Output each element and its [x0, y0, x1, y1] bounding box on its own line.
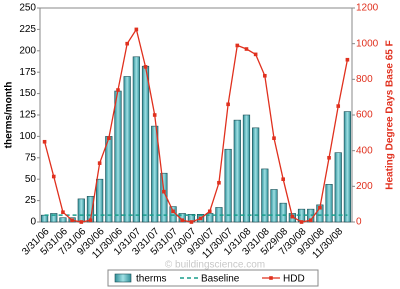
- hdd-line: [43, 27, 349, 223]
- bar: [141, 65, 150, 223]
- y-tick-label: 225: [19, 24, 36, 35]
- y-tick-label: 150: [19, 88, 36, 99]
- y2-tick-label: 1200: [356, 3, 379, 14]
- hdd-marker: [281, 177, 285, 181]
- bar: [325, 184, 333, 223]
- hdd-marker: [263, 73, 267, 78]
- hdd-marker: [51, 174, 56, 179]
- bar: [261, 168, 269, 223]
- bar: [233, 119, 241, 223]
- hdd-marker: [189, 220, 194, 224]
- hdd-marker: [217, 180, 221, 185]
- bar: [105, 136, 113, 223]
- legend-label: HDD: [283, 274, 305, 285]
- legend-label: Baseline: [201, 274, 240, 285]
- hdd-marker: [308, 218, 313, 223]
- hdd-marker: [207, 209, 212, 214]
- bar: [132, 56, 140, 223]
- hdd-marker: [134, 27, 139, 32]
- hdd-marker: [162, 189, 166, 194]
- bar: [242, 114, 251, 223]
- hdd-marker: [198, 216, 203, 221]
- legend-marker: [269, 276, 273, 280]
- hdd-marker: [180, 218, 185, 223]
- hdd-marker: [42, 139, 47, 144]
- hdd-marker: [226, 102, 230, 107]
- y2-tick-label: 200: [356, 181, 373, 192]
- y-tick-label: 0: [30, 217, 36, 228]
- bar: [77, 198, 85, 223]
- y-tick-label: 125: [19, 110, 36, 121]
- hdd-marker: [107, 136, 111, 140]
- bar: [123, 76, 131, 223]
- hdd-marker: [97, 161, 102, 165]
- bar: [206, 213, 214, 223]
- hdd-marker: [152, 113, 157, 117]
- hdd-marker: [244, 47, 249, 51]
- plot-frame: [39, 7, 353, 223]
- legend-box: [107, 269, 319, 287]
- bar: [151, 125, 159, 223]
- y-tick-label: 25: [25, 195, 37, 206]
- legend-swatch: [114, 273, 132, 283]
- hdd-marker: [70, 218, 74, 223]
- y2-tick-label: 1000: [356, 38, 379, 49]
- bar: [224, 148, 232, 223]
- hdd-marker: [272, 136, 276, 140]
- hdd-marker: [143, 65, 148, 69]
- hdd-marker: [116, 88, 120, 92]
- hdd-marker: [290, 214, 295, 219]
- bar: [279, 202, 287, 223]
- bar: [252, 127, 260, 223]
- y-tick-label: 50: [25, 174, 37, 185]
- y2-axis-title: Heating Degree Days Base 65 F: [385, 40, 396, 190]
- y-tick-label: 100: [19, 131, 36, 142]
- y-tick-label: 75: [25, 152, 37, 163]
- bar: [114, 90, 122, 223]
- hdd-marker: [235, 43, 240, 48]
- y2-tick-label: 400: [356, 145, 373, 156]
- bar: [59, 217, 67, 223]
- hdd-marker: [171, 209, 175, 214]
- bar: [40, 214, 49, 223]
- y2-tick-label: 800: [356, 74, 373, 85]
- hdd-marker: [336, 104, 341, 108]
- legend-label: therms: [136, 274, 167, 285]
- hdd-marker: [299, 220, 304, 224]
- y-tick-label: 250: [19, 3, 36, 14]
- watermark: © buildingscience.com: [165, 260, 265, 271]
- hdd-marker: [125, 41, 129, 46]
- y2-tick-label: 600: [356, 110, 373, 121]
- y-axis-title: therms/month: [4, 82, 15, 149]
- hdd-marker: [327, 156, 331, 160]
- y2-tick-label: 0: [356, 217, 362, 228]
- hdd-marker: [253, 52, 258, 57]
- hdd-marker: [79, 220, 84, 224]
- bar: [334, 152, 342, 223]
- y-tick-label: 175: [19, 67, 36, 78]
- hdd-marker: [88, 218, 93, 223]
- hdd-marker: [345, 57, 350, 62]
- bar: [343, 111, 352, 223]
- bar: [270, 189, 278, 223]
- bar: [96, 178, 104, 223]
- bar: [50, 213, 58, 223]
- hdd-marker: [318, 205, 322, 210]
- hdd-marker: [61, 210, 65, 214]
- y-tick-label: 200: [19, 45, 36, 56]
